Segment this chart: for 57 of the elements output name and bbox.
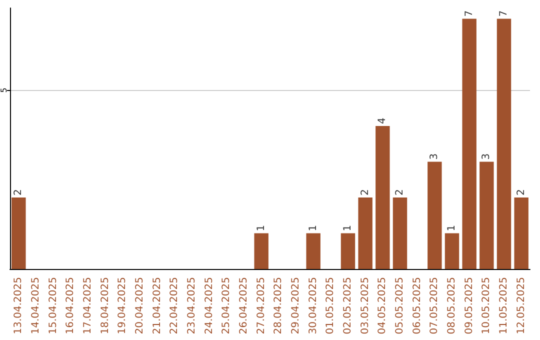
bar [376, 126, 390, 269]
x-tick-label: 14.04.2025 [30, 277, 42, 334]
x-tick-label: 15.04.2025 [48, 277, 59, 334]
y-tick-label: 5 [0, 88, 8, 93]
bar [254, 233, 268, 269]
bar [480, 162, 494, 269]
x-tick-label: 21.04.2025 [152, 277, 163, 334]
x-tick-label: 03.05.2025 [360, 277, 371, 334]
data-label: 1 [342, 224, 354, 232]
bar [358, 197, 372, 269]
x-tick-label: 13.04.2025 [13, 277, 24, 334]
x-tick-label: 27.04.2025 [256, 277, 267, 334]
bar [514, 197, 528, 269]
data-label: 7 [464, 10, 475, 17]
x-tick-label: 29.04.2025 [290, 277, 302, 334]
data-label: 4 [377, 118, 388, 124]
bar [428, 162, 442, 269]
x-tick-label: 17.04.2025 [82, 277, 94, 334]
x-tick-label: 19.04.2025 [117, 277, 128, 334]
x-tick-label: 02.05.2025 [342, 277, 354, 334]
x-tick-label: 28.04.2025 [273, 277, 284, 334]
x-tick-label: 25.04.2025 [221, 277, 232, 334]
x-tick-label: 06.05.2025 [412, 277, 423, 334]
x-tick-label: 12.05.2025 [516, 277, 527, 334]
bar [306, 233, 320, 269]
x-tick-label: 16.04.2025 [65, 277, 76, 334]
x-tick-label: 26.04.2025 [238, 277, 250, 334]
data-label: 3 [429, 153, 440, 160]
x-tick-label: 22.04.2025 [169, 277, 180, 334]
data-label: 1 [446, 224, 458, 232]
bar [444, 233, 460, 269]
data-label: 2 [13, 189, 24, 196]
data-label: 2 [360, 189, 371, 196]
x-tick-label: 23.04.2025 [186, 277, 198, 334]
data-label: 1 [256, 224, 267, 232]
data-label: 2 [516, 189, 527, 196]
x-tick-label: 18.04.2025 [100, 277, 111, 334]
bar [392, 197, 408, 269]
x-tick-label: 24.04.2025 [204, 277, 215, 334]
x-tick-label: 09.05.2025 [464, 277, 475, 334]
x-tick-label: 05.05.2025 [394, 277, 406, 334]
bar [340, 233, 356, 269]
bar [12, 197, 26, 269]
x-tick-label: 20.04.2025 [134, 277, 146, 334]
x-tick-label: 07.05.2025 [429, 277, 440, 334]
x-tick-label: 01.05.2025 [325, 277, 336, 334]
x-tick-label: 11.05.2025 [498, 277, 510, 334]
data-label: 7 [498, 10, 510, 17]
x-tick-label: 10.05.2025 [481, 277, 492, 334]
data-label: 2 [394, 189, 406, 196]
x-tick-label: 08.05.2025 [446, 277, 458, 334]
x-tick-label: 30.04.2025 [308, 277, 319, 334]
data-label: 1 [308, 224, 319, 232]
bar [462, 18, 476, 269]
x-tick-label: 04.05.2025 [377, 277, 388, 334]
data-label: 3 [481, 153, 492, 160]
bar [496, 18, 512, 269]
